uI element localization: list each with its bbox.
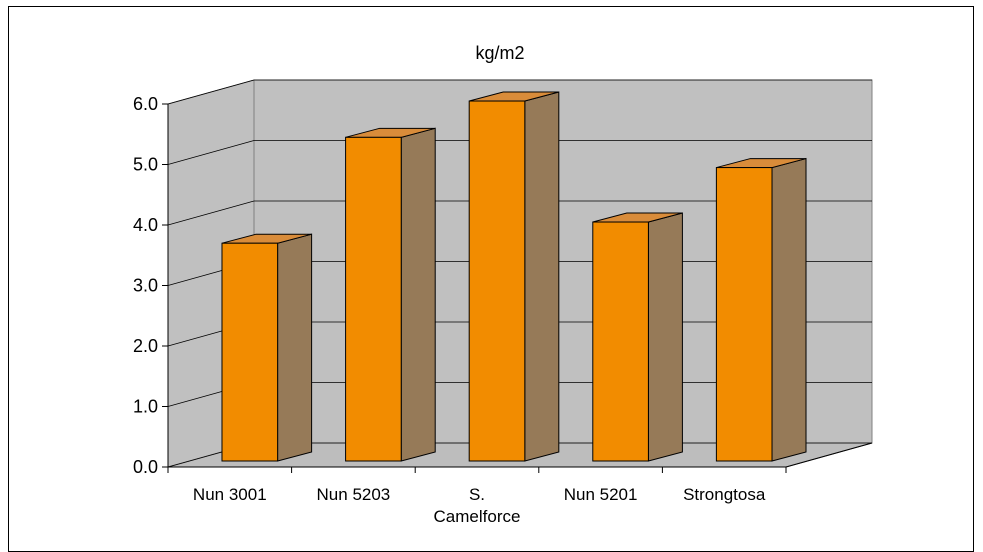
bar bbox=[221, 242, 279, 462]
y-tick-label: 6.0 bbox=[133, 94, 158, 114]
gridline-side bbox=[167, 140, 255, 165]
gridline-side bbox=[167, 79, 255, 105]
x-category-label: Nun 5201 bbox=[564, 485, 638, 504]
y-axis-tick-labels: 0.0 1.0 2.0 3.0 4.0 5.0 6.0 bbox=[133, 94, 158, 477]
x-axis-category-labels: Nun 3001 Nun 5203 S. Camelforce Nun 5201 Stro… bbox=[193, 485, 766, 526]
bar bbox=[345, 136, 402, 462]
x-category-label: Camelforce bbox=[434, 507, 521, 526]
bar-side bbox=[400, 127, 436, 462]
gridline-side bbox=[167, 200, 255, 226]
bar-side bbox=[524, 91, 560, 462]
y-tick-label: 5.0 bbox=[133, 155, 158, 175]
chart-title: kg/m2 bbox=[475, 43, 524, 63]
floor-edge bbox=[785, 442, 873, 468]
x-category-label: Strongtosa bbox=[683, 485, 766, 504]
bar bbox=[592, 221, 649, 462]
x-category-label: S. bbox=[469, 485, 485, 504]
y-tick-label: 0.0 bbox=[133, 457, 158, 477]
bar-side bbox=[771, 157, 807, 462]
bar-series bbox=[221, 91, 807, 462]
y-tick-label: 4.0 bbox=[133, 215, 158, 235]
y-tick-label: 2.0 bbox=[133, 336, 158, 356]
bar bbox=[715, 167, 773, 462]
x-category-label: Nun 3001 bbox=[193, 485, 267, 504]
axes bbox=[162, 103, 873, 473]
x-category-label: Nun 5203 bbox=[317, 485, 391, 504]
bar-side bbox=[647, 212, 683, 462]
y-tick-label: 3.0 bbox=[133, 276, 158, 296]
bar-side bbox=[277, 233, 313, 462]
bar bbox=[468, 100, 526, 462]
y-tick-label: 1.0 bbox=[133, 397, 158, 417]
